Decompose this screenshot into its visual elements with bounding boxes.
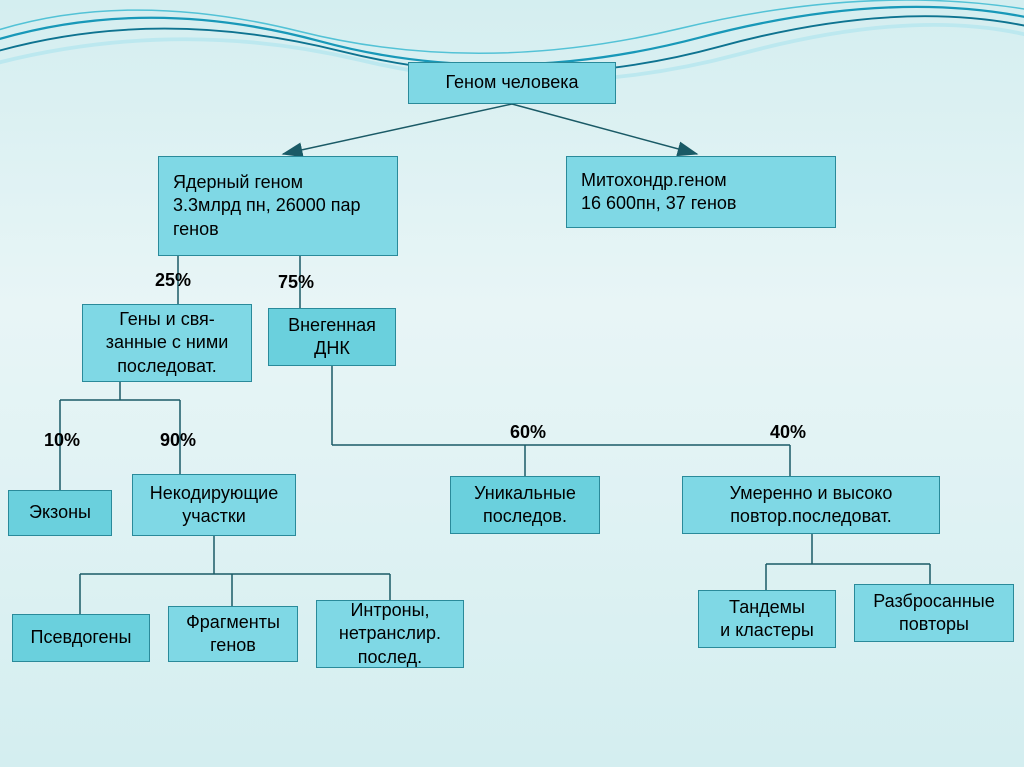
node-genes: Гены и свя-занные с ними последоват. [82, 304, 252, 382]
node-repeats: Умеренно и высоко повтор.последоват. [682, 476, 940, 534]
node-fragments: Фрагменты генов [168, 606, 298, 662]
node-dispersed: Разбросанные повторы [854, 584, 1014, 642]
node-noncoding: Некодирующие участки [132, 474, 296, 536]
node-mito: Митохондр.геном16 600пн, 37 генов [566, 156, 836, 228]
pct-25: 25% [155, 270, 191, 291]
node-nuclear: Ядерный геном3.3млрд пн, 26000 пар генов [158, 156, 398, 256]
node-pseudo: Псевдогены [12, 614, 150, 662]
pct-10: 10% [44, 430, 80, 451]
node-root: Геном человека [408, 62, 616, 104]
pct-90: 90% [160, 430, 196, 451]
node-extragenic: Внегенная ДНК [268, 308, 396, 366]
node-exons: Экзоны [8, 490, 112, 536]
pct-75: 75% [278, 272, 314, 293]
connectors [0, 0, 1024, 767]
node-introns: Интроны, нетранслир. послед. [316, 600, 464, 668]
node-unique: Уникальные последов. [450, 476, 600, 534]
pct-40: 40% [770, 422, 806, 443]
pct-60: 60% [510, 422, 546, 443]
node-tandems: Тандемыи кластеры [698, 590, 836, 648]
